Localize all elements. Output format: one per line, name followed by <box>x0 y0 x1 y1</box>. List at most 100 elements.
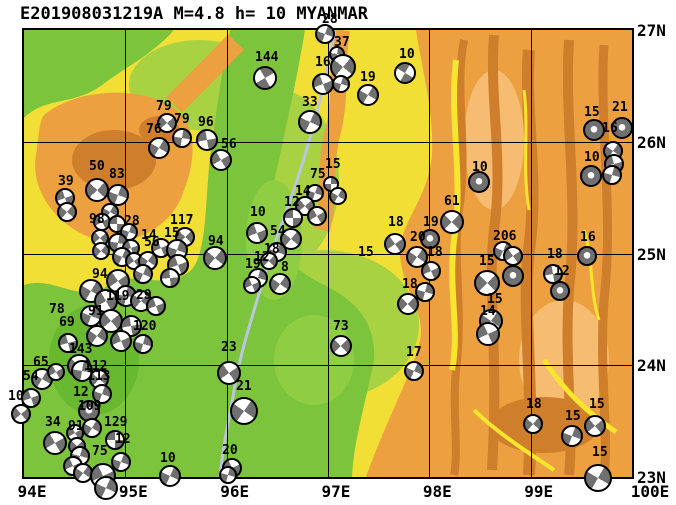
focal-mechanism-ball <box>394 62 416 84</box>
depth-label: 12 <box>115 432 131 447</box>
focal-mechanism-ball <box>561 425 583 447</box>
depth-label: 69 <box>59 315 75 330</box>
depth-label: 10 <box>8 389 24 404</box>
focal-mechanism-ball <box>260 252 278 270</box>
focal-mechanism-ball <box>111 452 131 472</box>
focal-mechanism-ball <box>468 171 490 193</box>
lat-tick-label: 27N <box>637 21 666 40</box>
lon-tick-label: 98E <box>422 482 452 501</box>
depth-label: 109 <box>78 399 102 414</box>
focal-mechanism-ball <box>253 66 277 90</box>
focal-mechanism-ball <box>503 246 523 266</box>
lon-tick-label: 100E <box>630 482 670 501</box>
depth-label: 20 <box>222 443 238 458</box>
depth-label: 19 <box>245 257 261 272</box>
focal-mechanism-ball <box>85 178 109 202</box>
grid-line-lat-26 <box>24 141 632 143</box>
depth-label: 119 <box>106 289 130 304</box>
focal-mechanism-ball <box>474 270 500 296</box>
depth-label: 28 <box>124 214 140 229</box>
focal-mechanism-ball <box>159 465 181 487</box>
depth-label: 79 <box>174 112 190 127</box>
depth-label: 129 <box>104 415 128 430</box>
focal-mechanism-ball <box>92 242 110 260</box>
focal-mechanism-ball <box>332 75 350 93</box>
depth-label: 56 <box>221 137 237 152</box>
depth-label: 15 <box>325 157 341 172</box>
depth-label: 15 <box>592 445 608 460</box>
depth-label: 120 <box>133 319 157 334</box>
focal-mechanism-ball <box>219 466 237 484</box>
focal-mechanism-ball <box>210 149 232 171</box>
depth-label: 33 <box>302 95 318 110</box>
depth-label: 73 <box>333 319 349 334</box>
depth-label: 15 <box>487 292 503 307</box>
depth-label: 21 <box>612 100 628 115</box>
depth-label: 15 <box>164 226 180 241</box>
depth-label: 15 <box>358 245 374 260</box>
focal-mechanism-ball <box>230 397 258 425</box>
depth-label: 50 <box>89 159 105 174</box>
focal-mechanism-ball <box>415 282 435 302</box>
depth-label: 14 <box>141 228 157 243</box>
depth-label: 14 <box>295 184 311 199</box>
lat-tick-label: 24N <box>637 356 666 376</box>
focal-mechanism-ball <box>94 476 118 500</box>
focal-mechanism-ball <box>110 330 132 352</box>
depth-label: 83 <box>109 167 125 182</box>
depth-label: 12 <box>284 195 300 210</box>
depth-label: 56 <box>144 235 160 250</box>
depth-label: 12 <box>73 385 89 400</box>
focal-mechanism-ball <box>280 228 302 250</box>
focal-mechanism-ball <box>421 261 441 281</box>
focal-mechanism-ball <box>43 431 67 455</box>
focal-mechanism-ball <box>92 384 112 404</box>
focal-mechanism-ball <box>105 430 125 450</box>
depth-label: 20 <box>410 230 426 245</box>
focal-mechanism-ball <box>243 276 261 294</box>
depth-label: 18 <box>526 397 542 412</box>
depth-label: 18 <box>427 245 443 260</box>
focal-mechanism-ball <box>502 265 524 287</box>
focal-mechanism-ball <box>584 415 606 437</box>
focal-mechanism-ball <box>246 222 268 244</box>
focal-mechanism-ball <box>57 202 77 222</box>
focal-mechanism-ball <box>384 233 406 255</box>
depth-label: 19 <box>423 215 439 230</box>
depth-label: 10 <box>160 451 176 466</box>
depth-label: 10 <box>584 150 600 165</box>
depth-label: 10 <box>399 47 415 62</box>
grid-line-lat-25 <box>24 253 632 255</box>
depth-label: 15 <box>589 397 605 412</box>
depth-label: 18 <box>402 277 418 292</box>
lon-tick-label: 96E <box>220 482 250 501</box>
depth-label: 78 <box>49 302 65 317</box>
focal-mechanism-ball <box>397 293 419 315</box>
focal-mechanism-ball <box>107 184 129 206</box>
grid-line-lat-24 <box>24 365 632 367</box>
depth-label: 8 <box>281 260 289 275</box>
focal-mechanism-ball <box>47 363 65 381</box>
depth-label: 91 <box>68 419 84 434</box>
depth-label: 18 <box>547 247 563 262</box>
focal-mechanism-ball <box>357 84 379 106</box>
depth-label: 23 <box>221 340 237 355</box>
depth-label: 19 <box>360 70 376 85</box>
focal-mechanism-ball <box>133 334 153 354</box>
depth-label: 28 <box>322 12 338 27</box>
depth-label: 144 <box>255 50 279 65</box>
depth-label: 18 <box>264 242 280 257</box>
depth-label: 21 <box>236 379 252 394</box>
focal-mechanism-ball <box>82 418 102 438</box>
depth-label: 61 <box>444 194 460 209</box>
focal-mechanism-ball <box>157 113 177 133</box>
depth-label: 91 <box>88 304 104 319</box>
depth-label: 94 <box>208 234 224 249</box>
focal-mechanism-ball <box>406 246 428 268</box>
depth-label: 75 <box>92 444 108 459</box>
lon-tick-label: 99E <box>524 482 554 501</box>
depth-label: 10 <box>250 205 266 220</box>
lon-tick-label: 94E <box>17 482 47 501</box>
depth-label: 29 <box>136 288 152 303</box>
